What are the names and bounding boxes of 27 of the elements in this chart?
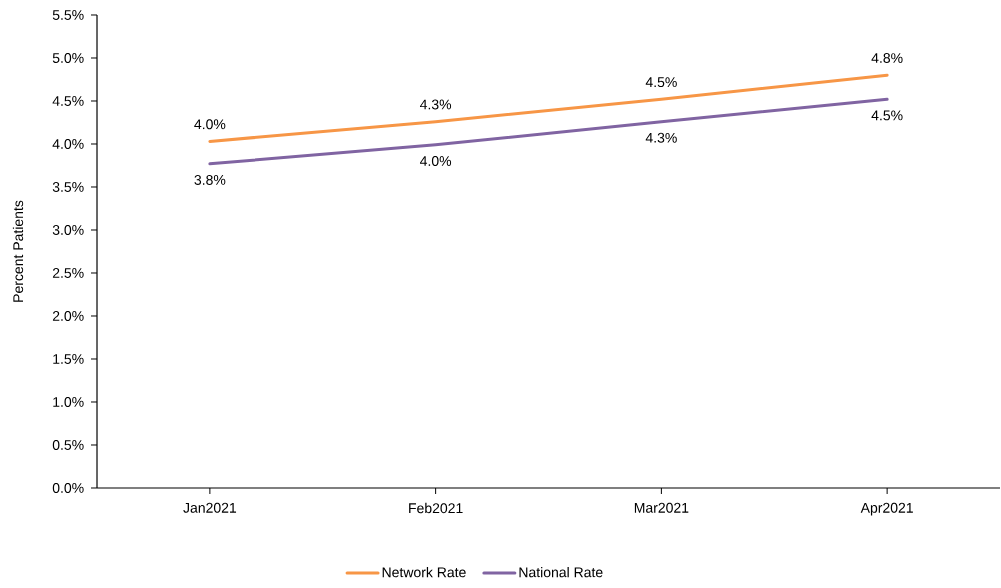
y-tick-label: 2.0% <box>52 311 84 321</box>
x-tick-label: Apr2021 <box>860 502 913 516</box>
data-label: 4.3% <box>645 132 677 143</box>
y-tick-label: 1.0% <box>53 397 84 407</box>
y-tick-label: 4.5% <box>52 96 84 106</box>
data-label: 4.0% <box>194 119 226 130</box>
y-tick-label: 1.5% <box>53 354 84 364</box>
y-tick-label: 5.0% <box>52 53 84 63</box>
y-tick-label: 0.0% <box>52 483 84 493</box>
y-tick-label: 5.5% <box>52 10 84 20</box>
x-tick-label: Mar2021 <box>634 502 689 513</box>
data-label: 4.3% <box>419 99 452 110</box>
y-tick-label: 4.0% <box>52 139 84 149</box>
data-label: 4.5% <box>645 77 677 88</box>
data-label: 4.5% <box>871 110 903 121</box>
legend-label: Network Rate <box>382 567 466 578</box>
legend-label: National Rate <box>519 567 603 578</box>
data-label: 3.8% <box>194 174 226 185</box>
x-tick-label: Feb2021 <box>409 502 463 514</box>
y-tick-label: 3.5% <box>52 182 84 192</box>
data-label: 4.0% <box>419 156 452 166</box>
data-label: 4.8% <box>871 53 903 63</box>
y-tick-label: 3.0% <box>52 225 84 235</box>
x-tick-label: Jan2021 <box>183 502 237 513</box>
y-axis-title: Percent Patients <box>12 200 24 302</box>
y-tick-label: 2.5% <box>52 268 84 278</box>
y-tick-label: 0.5% <box>52 440 84 450</box>
